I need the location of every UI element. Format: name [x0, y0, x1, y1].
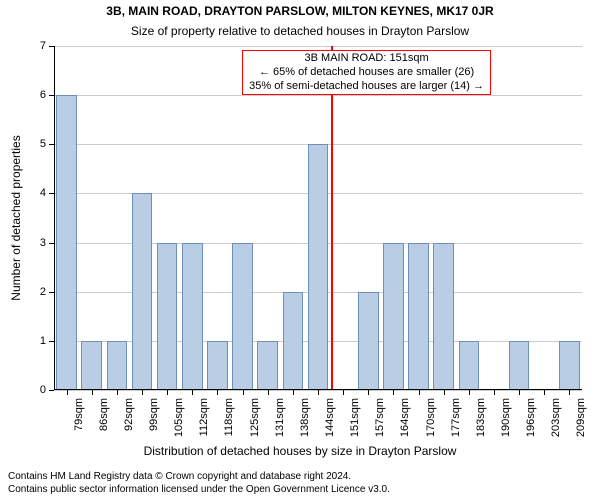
axis-line-left	[54, 46, 55, 390]
xtick-mark	[318, 390, 319, 395]
annotation-line3: 35% of semi-detached houses are larger (…	[249, 80, 484, 94]
xtick-label: 144sqm	[324, 398, 336, 442]
chart-title-line2: Size of property relative to detached ho…	[0, 24, 600, 38]
footer-line1: Contains HM Land Registry data © Crown c…	[8, 471, 390, 484]
ytick-label: 2	[30, 286, 46, 298]
ytick-mark	[49, 95, 54, 96]
xtick-mark	[469, 390, 470, 395]
xtick-mark	[569, 390, 570, 395]
xtick-mark	[393, 390, 394, 395]
xtick-mark	[142, 390, 143, 395]
xtick-mark	[167, 390, 168, 395]
xtick-label: 79sqm	[73, 398, 85, 442]
xtick-mark	[494, 390, 495, 395]
xtick-mark	[217, 390, 218, 395]
bar	[283, 292, 304, 390]
gridline	[54, 95, 582, 96]
xtick-label: 131sqm	[274, 398, 286, 442]
x-axis-label: Distribution of detached houses by size …	[0, 444, 600, 458]
xtick-mark	[368, 390, 369, 395]
ytick-mark	[49, 243, 54, 244]
xtick-label: 86sqm	[98, 398, 110, 442]
xtick-label: 196sqm	[525, 398, 537, 442]
xtick-label: 157sqm	[374, 398, 386, 442]
bar	[132, 193, 153, 390]
bar	[182, 243, 203, 390]
bar	[81, 341, 102, 390]
xtick-label: 183sqm	[475, 398, 487, 442]
xtick-label: 170sqm	[425, 398, 437, 442]
bar	[232, 243, 253, 390]
bar	[308, 144, 329, 390]
xtick-label: 99sqm	[148, 398, 160, 442]
xtick-label: 164sqm	[399, 398, 411, 442]
ytick-label: 3	[30, 237, 46, 249]
bar	[433, 243, 454, 390]
footer-attribution: Contains HM Land Registry data © Crown c…	[8, 471, 390, 496]
ytick-mark	[49, 46, 54, 47]
marker-line	[331, 46, 333, 390]
bar	[157, 243, 178, 390]
xtick-mark	[519, 390, 520, 395]
footer-line2: Contains public sector information licen…	[8, 484, 390, 497]
xtick-mark	[419, 390, 420, 395]
bar	[383, 243, 404, 390]
ytick-label: 5	[30, 138, 46, 150]
bar	[358, 292, 379, 390]
xtick-label: 105sqm	[173, 398, 185, 442]
ytick-label: 1	[30, 335, 46, 347]
ytick-mark	[49, 292, 54, 293]
xtick-label: 125sqm	[249, 398, 261, 442]
bar	[257, 341, 278, 390]
ytick-label: 6	[30, 89, 46, 101]
xtick-mark	[192, 390, 193, 395]
ytick-mark	[49, 341, 54, 342]
xtick-label: 112sqm	[198, 398, 210, 442]
xtick-mark	[92, 390, 93, 395]
plot-area	[54, 46, 582, 390]
annotation-box: 3B MAIN ROAD: 151sqm ← 65% of detached h…	[242, 50, 491, 95]
xtick-mark	[67, 390, 68, 395]
bar	[459, 341, 480, 390]
xtick-label: 190sqm	[500, 398, 512, 442]
xtick-mark	[243, 390, 244, 395]
xtick-label: 151sqm	[349, 398, 361, 442]
ytick-mark	[49, 144, 54, 145]
xtick-label: 138sqm	[299, 398, 311, 442]
gridline	[54, 46, 582, 47]
ytick-label: 4	[30, 187, 46, 199]
xtick-mark	[293, 390, 294, 395]
xtick-label: 92sqm	[123, 398, 135, 442]
chart-container: { "titles": { "line1": "3B, MAIN ROAD, D…	[0, 0, 600, 500]
ytick-mark	[49, 193, 54, 194]
xtick-mark	[444, 390, 445, 395]
xtick-mark	[544, 390, 545, 395]
xtick-mark	[117, 390, 118, 395]
annotation-line1: 3B MAIN ROAD: 151sqm	[249, 52, 484, 66]
bar	[408, 243, 429, 390]
bar	[559, 341, 580, 390]
ytick-mark	[49, 390, 54, 391]
ytick-label: 0	[30, 384, 46, 396]
xtick-label: 118sqm	[223, 398, 235, 442]
xtick-label: 177sqm	[450, 398, 462, 442]
xtick-mark	[268, 390, 269, 395]
xtick-mark	[343, 390, 344, 395]
bar	[56, 95, 77, 390]
bar	[207, 341, 228, 390]
xtick-label: 203sqm	[550, 398, 562, 442]
xtick-label: 209sqm	[575, 398, 587, 442]
bar	[509, 341, 530, 390]
chart-title-line1: 3B, MAIN ROAD, DRAYTON PARSLOW, MILTON K…	[0, 4, 600, 18]
bar	[107, 341, 128, 390]
ytick-label: 7	[30, 40, 46, 52]
annotation-line2: ← 65% of detached houses are smaller (26…	[249, 66, 484, 80]
y-axis-label: Number of detached properties	[9, 135, 23, 300]
